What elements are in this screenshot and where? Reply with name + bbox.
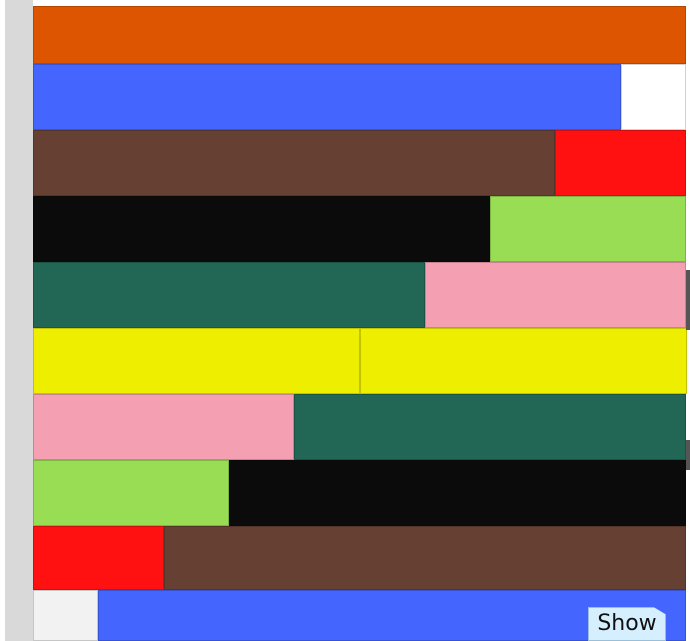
rod-row-2-piece-1[interactable] — [33, 64, 621, 130]
rod-row-2-piece-2[interactable] — [621, 64, 686, 130]
rod-row-10-piece-1[interactable] — [33, 590, 98, 641]
rod-row-1-piece-1[interactable] — [33, 6, 686, 64]
rod-row-4-piece-2[interactable] — [490, 196, 686, 262]
rod-board — [33, 0, 687, 641]
rod-row-4-piece-1[interactable] — [33, 196, 490, 262]
rod-row-9-piece-1[interactable] — [33, 526, 164, 590]
left-gutter — [5, 0, 33, 641]
rod-row-3-piece-1[interactable] — [33, 130, 555, 196]
rod-row-9-piece-2[interactable] — [164, 526, 686, 590]
rod-row-8-piece-2[interactable] — [229, 460, 686, 526]
edge-shadow — [686, 270, 690, 330]
rod-row-3-piece-2[interactable] — [555, 130, 686, 196]
rod-row-7-piece-1[interactable] — [33, 394, 294, 460]
show-button[interactable]: Show — [588, 607, 666, 641]
edge-shadow — [686, 440, 690, 470]
rod-row-5-piece-1[interactable] — [33, 262, 425, 328]
rod-row-8-piece-1[interactable] — [33, 460, 229, 526]
rod-row-5-piece-2[interactable] — [425, 262, 686, 328]
rod-row-6-piece-1[interactable] — [33, 328, 360, 394]
rod-row-6-piece-2[interactable] — [360, 328, 687, 394]
rod-row-7-piece-2[interactable] — [294, 394, 686, 460]
